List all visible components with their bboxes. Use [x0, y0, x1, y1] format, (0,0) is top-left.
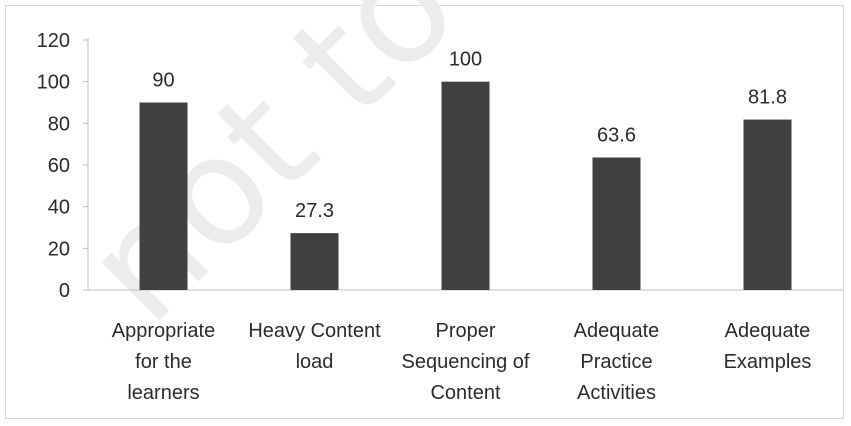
y-tick-label: 100 — [37, 72, 70, 94]
bar — [139, 102, 188, 290]
bar — [592, 157, 641, 290]
category-label: Practice — [580, 351, 652, 373]
data-labels: 90 27.3 100 63.6 81.8 — [152, 49, 787, 222]
y-tick-label: 40 — [48, 197, 70, 219]
y-tick-label: 120 — [37, 30, 70, 52]
data-label: 81.8 — [748, 87, 787, 109]
category-labels: Appropriate for the learners Heavy Content l… — [112, 320, 812, 404]
bar — [290, 233, 339, 290]
y-tick-label: 80 — [48, 113, 70, 135]
y-axis-ticks: 0 20 40 60 80 100 120 — [37, 30, 88, 302]
bar — [441, 81, 490, 291]
bar — [743, 119, 792, 290]
category-label: for the — [135, 351, 192, 373]
y-tick-label: 60 — [48, 155, 70, 177]
y-tick-label: 20 — [48, 238, 70, 260]
category-label: Appropriate — [112, 320, 215, 342]
category-label: Proper — [435, 320, 495, 342]
category-label: learners — [127, 382, 199, 404]
category-label: Examples — [724, 351, 812, 373]
data-label: 100 — [449, 49, 482, 71]
data-label: 63.6 — [597, 125, 636, 147]
data-label: 90 — [152, 70, 174, 92]
bars — [139, 81, 792, 291]
category-label: Heavy Content — [248, 320, 381, 342]
category-label: Content — [430, 382, 500, 404]
category-label: Adequate — [574, 320, 660, 342]
category-label: Adequate — [725, 320, 811, 342]
category-label: Activities — [577, 382, 656, 404]
category-label: load — [296, 351, 334, 373]
category-label: Sequencing of — [402, 351, 530, 373]
y-tick-label: 0 — [59, 280, 70, 302]
data-label: 27.3 — [295, 200, 334, 222]
